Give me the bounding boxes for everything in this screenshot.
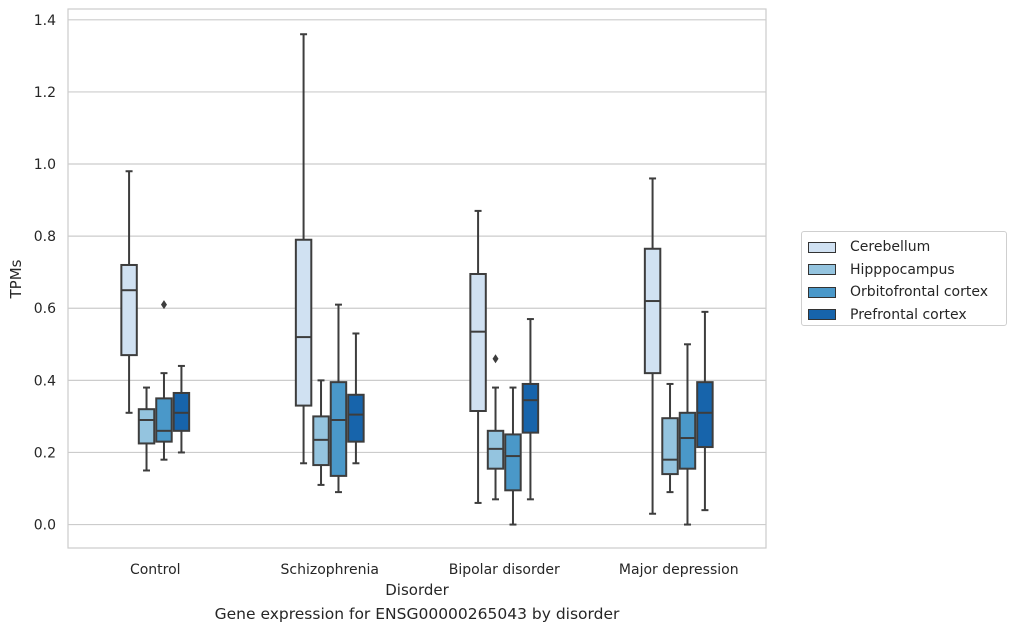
box-orbitofrontal-cortex <box>678 343 697 526</box>
box-hipppocampus <box>486 354 505 501</box>
box-body <box>155 397 173 443</box>
y-tick-label: 1.0 <box>34 157 56 173</box>
box-hipppocampus <box>661 382 679 494</box>
outlier-point <box>160 300 167 310</box>
box-hipppocampus <box>312 379 330 486</box>
box-body <box>347 393 365 443</box>
legend-label: Cerebellum <box>850 239 931 256</box>
x-tick-label: Control <box>130 562 181 578</box>
legend-item: Orbitofrontal cortex <box>808 281 1006 304</box>
box-body <box>504 433 522 492</box>
legend-swatch <box>808 264 836 276</box>
box-hipppocampus <box>137 386 156 472</box>
box-prefrontal-cortex <box>172 364 191 454</box>
y-tick-label: 0.8 <box>34 229 56 245</box>
box-cerebellum <box>120 170 138 414</box>
legend: Cerebellum Hipppocampus Orbitofrontal cort… <box>801 231 1007 326</box>
box-body <box>643 247 662 375</box>
chart-caption: Gene expression for ENSG00000265043 by d… <box>214 605 620 623</box>
box-orbitofrontal-cortex <box>329 303 348 494</box>
box-body <box>521 382 540 434</box>
legend-label: Hipppocampus <box>850 261 955 278</box>
x-axis-ticks: Control Schizophrenia Bipolar disorder Majo… <box>130 562 739 578</box>
legend-label: Prefrontal cortex <box>850 306 967 323</box>
y-tick-label: 1.2 <box>34 85 56 101</box>
y-tick-label: 0.6 <box>34 301 56 317</box>
x-axis-label: Disorder <box>385 581 449 599</box>
x-tick-label: Schizophrenia <box>281 562 379 578</box>
y-tick-label: 0.4 <box>34 373 56 389</box>
box-body <box>469 272 487 412</box>
box-cerebellum <box>643 177 662 515</box>
legend-swatch <box>808 309 836 321</box>
legend-label: Orbitofrontal cortex <box>850 284 988 301</box>
y-tick-label: 0.2 <box>34 445 56 461</box>
y-axis-ticks: 0.0 0.2 0.4 0.6 0.8 1.0 1.2 1.4 <box>34 13 56 534</box>
box-prefrontal-cortex <box>521 318 540 501</box>
box-body <box>696 381 714 449</box>
outlier-point <box>492 354 499 364</box>
box-series <box>120 33 714 526</box>
box-body <box>137 408 156 445</box>
box-orbitofrontal-cortex <box>155 300 173 461</box>
legend-item: Cerebellum <box>808 236 1006 259</box>
box-cerebellum <box>294 33 313 465</box>
x-tick-label: Major depression <box>619 562 739 578</box>
box-body <box>294 238 313 407</box>
legend-item: Prefrontal cortex <box>808 304 1006 327</box>
x-tick-label: Bipolar disorder <box>449 562 560 578</box>
box-prefrontal-cortex <box>347 332 365 465</box>
box-body <box>329 381 348 477</box>
y-tick-label: 0.0 <box>34 518 56 534</box>
legend-item: Hipppocampus <box>808 259 1006 282</box>
legend-swatch <box>808 241 836 253</box>
box-body <box>661 417 679 476</box>
y-tick-label: 1.4 <box>34 13 56 29</box>
box-orbitofrontal-cortex <box>504 386 522 526</box>
box-cerebellum <box>469 209 487 504</box>
box-body <box>120 263 138 357</box>
y-axis-label: TPMs <box>7 259 25 299</box>
box-prefrontal-cortex <box>696 310 714 512</box>
box-body <box>678 411 697 470</box>
legend-swatch <box>808 286 836 298</box>
